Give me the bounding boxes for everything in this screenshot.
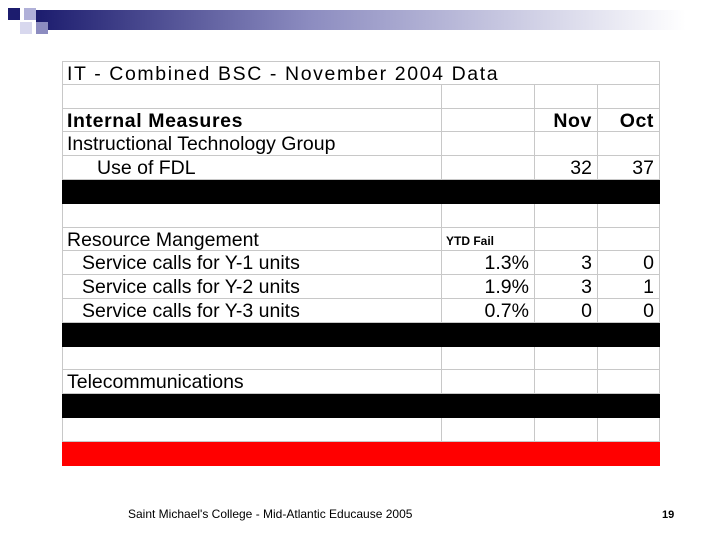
table-cell: 0	[598, 251, 660, 276]
table-cell: 1.9%	[442, 275, 535, 299]
table-cell: 0	[598, 299, 660, 323]
table-row: Instructional Technology Group	[62, 132, 660, 157]
page-number: 19	[662, 509, 675, 521]
table-cell	[442, 418, 535, 442]
table-cell	[598, 370, 660, 395]
table-cell	[535, 346, 598, 371]
table-cell: YTD Fail	[442, 227, 535, 252]
table-row	[62, 441, 660, 466]
table-cell	[62, 346, 442, 371]
table-row	[62, 180, 660, 204]
deco-square	[36, 22, 48, 34]
table-cell: Resource Mangement	[62, 227, 442, 252]
table-cell	[442, 156, 535, 180]
table-cell: Oct	[598, 108, 660, 133]
table-row: Use of FDL 32 37	[62, 156, 660, 180]
table-row	[62, 84, 660, 109]
table-row: Internal Measures Nov Oct	[62, 108, 660, 133]
deco-square	[8, 8, 20, 20]
table-cell: 0.7%	[442, 299, 535, 323]
table-row: Resource Mangement YTD Fail	[62, 227, 660, 252]
table-cell	[535, 370, 598, 395]
table-cell: Service calls for Y-2 units	[62, 275, 442, 299]
table-row: Service calls for Y-3 units 0.7% 0 0	[62, 299, 660, 323]
table-cell	[598, 227, 660, 252]
table-cell	[442, 203, 535, 228]
table-cell: 0	[535, 299, 598, 323]
table-row	[62, 418, 660, 442]
table-cell	[535, 227, 598, 252]
table-row	[62, 203, 660, 228]
table-cell: Internal Measures	[62, 108, 442, 133]
table-title-row: IT - Combined BSC - November 2004 Data	[62, 61, 660, 85]
table-cell: Service calls for Y-3 units	[62, 299, 442, 323]
table-cell	[62, 418, 442, 442]
table-cell: 3	[535, 275, 598, 299]
table-row: Service calls for Y-1 units 1.3% 3 0	[62, 251, 660, 276]
table-title: IT - Combined BSC - November 2004 Data	[62, 62, 660, 85]
table-cell: 3	[535, 251, 598, 276]
table-cell: 1	[598, 275, 660, 299]
footer-text: Saint Michael's College - Mid-Atlantic E…	[128, 507, 413, 521]
table-cell	[598, 132, 660, 157]
table-cell	[598, 346, 660, 371]
table-cell: 1.3%	[442, 251, 535, 276]
table-cell	[442, 84, 535, 109]
header-gradient	[36, 10, 720, 30]
deco-square	[24, 8, 36, 20]
deco-square	[20, 22, 32, 34]
table-cell: 37	[598, 156, 660, 180]
table-cell: 32	[535, 156, 598, 180]
table-cell	[442, 370, 535, 395]
table-cell	[535, 132, 598, 157]
table-cell	[535, 84, 598, 109]
table-cell: Telecommunications	[62, 370, 442, 395]
table-cell	[442, 132, 535, 157]
table-row	[62, 394, 660, 418]
table-cell: Instructional Technology Group	[62, 132, 442, 157]
table-cell	[535, 203, 598, 228]
table-row: Telecommunications	[62, 370, 660, 395]
table-cell	[598, 84, 660, 109]
table-cell	[442, 346, 535, 371]
table-cell: Service calls for Y-1 units	[62, 251, 442, 276]
table-cell: Use of FDL	[62, 156, 442, 180]
table-cell	[535, 418, 598, 442]
table-cell: Nov	[535, 108, 598, 133]
table-cell	[598, 203, 660, 228]
table-row	[62, 346, 660, 371]
table-cell	[62, 84, 442, 109]
table-row: Service calls for Y-2 units 1.9% 3 1	[62, 275, 660, 299]
table-cell	[62, 203, 442, 228]
table-row	[62, 322, 660, 347]
table-cell	[598, 418, 660, 442]
table-cell	[442, 108, 535, 133]
